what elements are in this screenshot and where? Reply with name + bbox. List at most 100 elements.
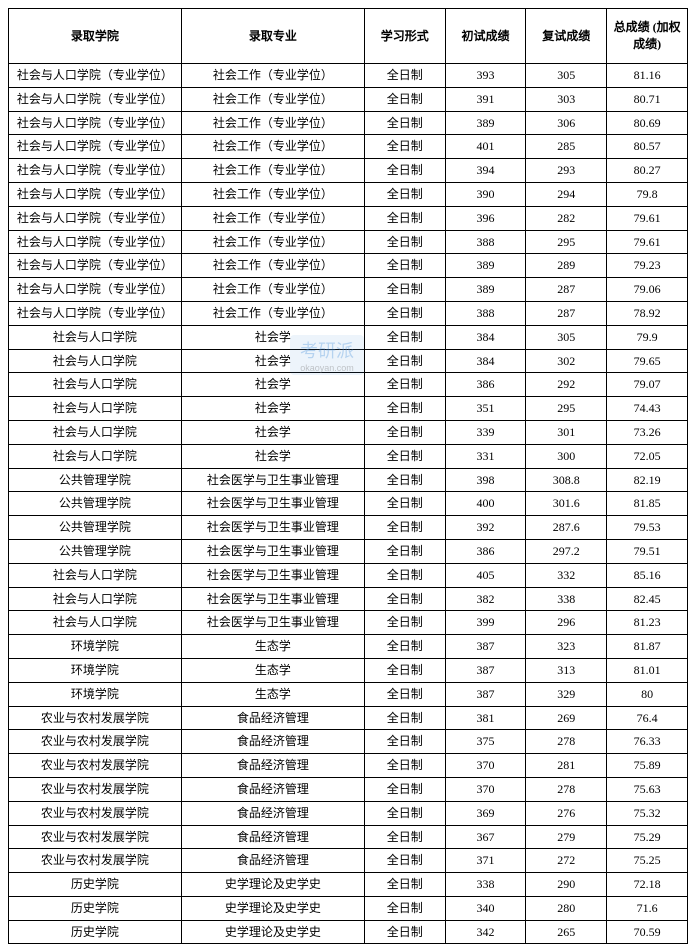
cell-retest: 332 [526,563,607,587]
cell-total: 80.57 [607,135,688,159]
cell-major: 食品经济管理 [181,801,364,825]
cell-mode: 全日制 [364,825,445,849]
cell-college: 历史学院 [9,896,182,920]
cell-prelim: 340 [445,896,526,920]
cell-total: 73.26 [607,420,688,444]
cell-major: 社会工作（专业学位） [181,87,364,111]
cell-total: 79.51 [607,539,688,563]
cell-total: 80.69 [607,111,688,135]
table-row: 社会与人口学院社会医学与卫生事业管理全日制40533285.16 [9,563,688,587]
cell-college: 公共管理学院 [9,539,182,563]
table-row: 社会与人口学院社会医学与卫生事业管理全日制39929681.23 [9,611,688,635]
cell-college: 社会与人口学院（专业学位） [9,206,182,230]
cell-retest: 279 [526,825,607,849]
table-row: 环境学院生态学全日制38731381.01 [9,658,688,682]
cell-total: 79.9 [607,325,688,349]
cell-prelim: 370 [445,777,526,801]
cell-mode: 全日制 [364,87,445,111]
table-row: 环境学院生态学全日制38732980 [9,682,688,706]
cell-total: 82.45 [607,587,688,611]
cell-retest: 280 [526,896,607,920]
cell-mode: 全日制 [364,444,445,468]
cell-college: 环境学院 [9,682,182,706]
table-row: 社会与人口学院社会学全日制38430579.9 [9,325,688,349]
cell-total: 75.89 [607,754,688,778]
cell-mode: 全日制 [364,397,445,421]
header-major: 录取专业 [181,9,364,64]
admissions-table: 录取学院录取专业学习形式初试成绩复试成绩总成绩 (加权成绩) 社会与人口学院（专… [8,8,688,944]
cell-mode: 全日制 [364,278,445,302]
cell-retest: 281 [526,754,607,778]
cell-retest: 287.6 [526,516,607,540]
cell-retest: 297.2 [526,539,607,563]
cell-major: 社会医学与卫生事业管理 [181,611,364,635]
header-mode: 学习形式 [364,9,445,64]
cell-retest: 338 [526,587,607,611]
cell-college: 公共管理学院 [9,516,182,540]
cell-mode: 全日制 [364,920,445,944]
table-row: 社会与人口学院（专业学位）社会工作（专业学位）全日制38928779.06 [9,278,688,302]
cell-mode: 全日制 [364,492,445,516]
cell-prelim: 331 [445,444,526,468]
cell-college: 历史学院 [9,873,182,897]
table-row: 社会与人口学院（专业学位）社会工作（专业学位）全日制39330581.16 [9,64,688,88]
cell-mode: 全日制 [364,873,445,897]
cell-retest: 295 [526,397,607,421]
cell-total: 72.18 [607,873,688,897]
cell-college: 社会与人口学院（专业学位） [9,64,182,88]
cell-retest: 305 [526,64,607,88]
table-row: 公共管理学院社会医学与卫生事业管理全日制386297.279.51 [9,539,688,563]
cell-total: 79.65 [607,349,688,373]
cell-prelim: 396 [445,206,526,230]
cell-mode: 全日制 [364,254,445,278]
cell-total: 76.4 [607,706,688,730]
cell-prelim: 389 [445,111,526,135]
cell-major: 食品经济管理 [181,825,364,849]
cell-college: 农业与农村发展学院 [9,754,182,778]
cell-college: 社会与人口学院（专业学位） [9,111,182,135]
cell-prelim: 384 [445,325,526,349]
cell-major: 社会学 [181,397,364,421]
cell-mode: 全日制 [364,373,445,397]
header-college: 录取学院 [9,9,182,64]
cell-retest: 300 [526,444,607,468]
cell-retest: 289 [526,254,607,278]
table-body: 社会与人口学院（专业学位）社会工作（专业学位）全日制39330581.16社会与… [9,64,688,944]
cell-retest: 265 [526,920,607,944]
cell-total: 79.23 [607,254,688,278]
cell-college: 社会与人口学院 [9,325,182,349]
table-row: 农业与农村发展学院食品经济管理全日制37027875.63 [9,777,688,801]
cell-total: 79.61 [607,230,688,254]
cell-prelim: 388 [445,301,526,325]
cell-mode: 全日制 [364,349,445,373]
cell-college: 公共管理学院 [9,468,182,492]
cell-mode: 全日制 [364,206,445,230]
cell-college: 社会与人口学院（专业学位） [9,135,182,159]
cell-mode: 全日制 [364,230,445,254]
cell-total: 75.25 [607,849,688,873]
cell-retest: 276 [526,801,607,825]
cell-mode: 全日制 [364,64,445,88]
table-row: 农业与农村发展学院食品经济管理全日制36727975.29 [9,825,688,849]
cell-college: 社会与人口学院（专业学位） [9,159,182,183]
cell-mode: 全日制 [364,849,445,873]
cell-major: 社会工作（专业学位） [181,159,364,183]
header-retest: 复试成绩 [526,9,607,64]
cell-prelim: 382 [445,587,526,611]
cell-major: 史学理论及史学史 [181,873,364,897]
table-row: 农业与农村发展学院食品经济管理全日制37028175.89 [9,754,688,778]
cell-major: 社会工作（专业学位） [181,230,364,254]
cell-retest: 278 [526,730,607,754]
cell-college: 公共管理学院 [9,492,182,516]
cell-mode: 全日制 [364,301,445,325]
table-row: 社会与人口学院社会医学与卫生事业管理全日制38233882.45 [9,587,688,611]
table-row: 公共管理学院社会医学与卫生事业管理全日制398308.882.19 [9,468,688,492]
cell-mode: 全日制 [364,539,445,563]
table-row: 社会与人口学院社会学全日制33930173.26 [9,420,688,444]
cell-mode: 全日制 [364,801,445,825]
cell-college: 社会与人口学院 [9,444,182,468]
table-row: 农业与农村发展学院食品经济管理全日制38126976.4 [9,706,688,730]
header-total: 总成绩 (加权成绩) [607,9,688,64]
cell-mode: 全日制 [364,468,445,492]
cell-prelim: 339 [445,420,526,444]
